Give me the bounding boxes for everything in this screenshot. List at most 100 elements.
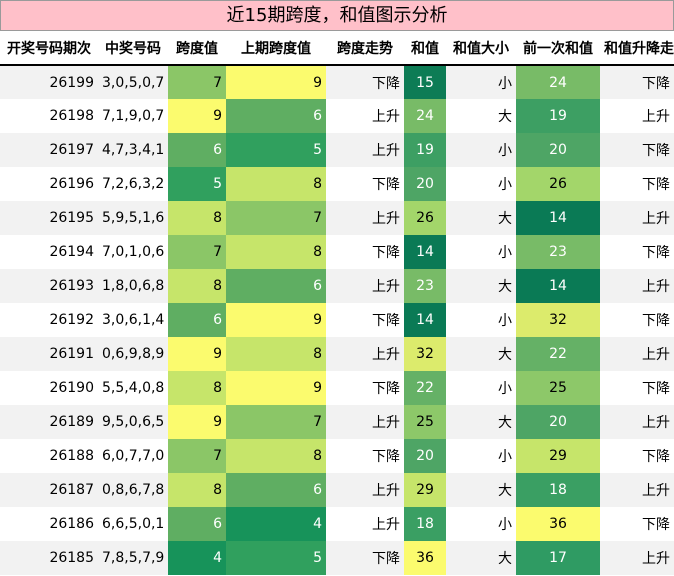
table-row: 26199 3,0,5,0,7 7 9 下降 15 小 24 下降	[0, 65, 674, 99]
cell-numbers: 4,7,3,4,1	[98, 133, 168, 167]
cell-prev-span: 8	[226, 337, 326, 371]
cell-numbers: 3,0,6,1,4	[98, 303, 168, 337]
cell-prev-span: 9	[226, 303, 326, 337]
cell-sum: 25	[404, 405, 446, 439]
cell-sum-size: 小	[446, 65, 516, 99]
cell-sum-size: 大	[446, 405, 516, 439]
cell-issue: 26198	[0, 99, 98, 133]
cell-sum-trend: 下降	[600, 439, 674, 473]
cell-sum: 18	[404, 507, 446, 541]
cell-prev-sum: 14	[516, 269, 600, 303]
cell-span: 6	[168, 303, 226, 337]
cell-numbers: 1,8,0,6,8	[98, 269, 168, 303]
table-row: 26190 5,5,4,0,8 8 9 下降 22 小 25 下降	[0, 371, 674, 405]
cell-prev-span: 6	[226, 269, 326, 303]
cell-sum: 26	[404, 201, 446, 235]
cell-sum-trend: 上升	[600, 405, 674, 439]
cell-span-trend: 上升	[326, 269, 404, 303]
cell-span-trend: 下降	[326, 303, 404, 337]
cell-span-trend: 上升	[326, 337, 404, 371]
cell-span: 7	[168, 235, 226, 269]
cell-span-trend: 下降	[326, 65, 404, 99]
cell-numbers: 0,8,6,7,8	[98, 473, 168, 507]
cell-span: 4	[168, 541, 226, 575]
cell-issue: 26195	[0, 201, 98, 235]
header-span: 跨度值	[168, 31, 226, 66]
cell-prev-sum: 25	[516, 371, 600, 405]
cell-sum: 19	[404, 133, 446, 167]
header-sum-trend: 和值升降走势	[600, 31, 674, 66]
cell-span: 8	[168, 473, 226, 507]
cell-span: 7	[168, 65, 226, 99]
cell-sum-trend: 上升	[600, 201, 674, 235]
cell-issue: 26186	[0, 507, 98, 541]
cell-prev-sum: 17	[516, 541, 600, 575]
header-row: 开奖号码期次 中奖号码 跨度值 上期跨度值 跨度走势 和值 和值大小 前一次和值…	[0, 31, 674, 66]
table-row: 26188 6,0,7,7,0 7 8 下降 20 小 29 下降	[0, 439, 674, 473]
cell-issue: 26190	[0, 371, 98, 405]
table-row: 26195 5,9,5,1,6 8 7 上升 26 大 14 上升	[0, 201, 674, 235]
cell-sum-trend: 上升	[600, 99, 674, 133]
cell-sum-size: 大	[446, 473, 516, 507]
cell-issue: 26199	[0, 65, 98, 99]
cell-numbers: 7,1,9,0,7	[98, 99, 168, 133]
cell-prev-span: 7	[226, 405, 326, 439]
cell-prev-span: 8	[226, 167, 326, 201]
cell-span-trend: 上升	[326, 133, 404, 167]
cell-sum-size: 小	[446, 371, 516, 405]
cell-sum-size: 大	[446, 99, 516, 133]
cell-sum-size: 小	[446, 507, 516, 541]
cell-sum-size: 大	[446, 269, 516, 303]
cell-prev-span: 8	[226, 235, 326, 269]
cell-numbers: 7,2,6,3,2	[98, 167, 168, 201]
cell-sum: 20	[404, 439, 446, 473]
cell-prev-sum: 24	[516, 65, 600, 99]
cell-sum-size: 大	[446, 337, 516, 371]
cell-prev-span: 6	[226, 473, 326, 507]
table-row: 26187 0,8,6,7,8 8 6 上升 29 大 18 上升	[0, 473, 674, 507]
cell-numbers: 5,9,5,1,6	[98, 201, 168, 235]
cell-span-trend: 上升	[326, 405, 404, 439]
table-row: 26192 3,0,6,1,4 6 9 下降 14 小 32 下降	[0, 303, 674, 337]
table-row: 26196 7,2,6,3,2 5 8 下降 20 小 26 下降	[0, 167, 674, 201]
cell-prev-span: 5	[226, 133, 326, 167]
cell-numbers: 0,6,9,8,9	[98, 337, 168, 371]
cell-issue: 26196	[0, 167, 98, 201]
table-row: 26198 7,1,9,0,7 9 6 上升 24 大 19 上升	[0, 99, 674, 133]
header-sum: 和值	[404, 31, 446, 66]
cell-sum: 15	[404, 65, 446, 99]
cell-sum: 32	[404, 337, 446, 371]
header-span-trend: 跨度走势	[326, 31, 404, 66]
cell-prev-sum: 18	[516, 473, 600, 507]
table-row: 26189 9,5,0,6,5 9 7 上升 25 大 20 上升	[0, 405, 674, 439]
cell-sum-size: 小	[446, 439, 516, 473]
cell-issue: 26187	[0, 473, 98, 507]
cell-issue: 26192	[0, 303, 98, 337]
cell-sum: 24	[404, 99, 446, 133]
cell-sum-size: 大	[446, 541, 516, 575]
cell-prev-sum: 36	[516, 507, 600, 541]
analysis-table: 开奖号码期次 中奖号码 跨度值 上期跨度值 跨度走势 和值 和值大小 前一次和值…	[0, 31, 674, 575]
cell-span-trend: 下降	[326, 235, 404, 269]
cell-sum-trend: 下降	[600, 133, 674, 167]
cell-issue: 26193	[0, 269, 98, 303]
table-row: 26193 1,8,0,6,8 8 6 上升 23 大 14 上升	[0, 269, 674, 303]
cell-issue: 26189	[0, 405, 98, 439]
cell-prev-sum: 20	[516, 133, 600, 167]
cell-prev-span: 8	[226, 439, 326, 473]
cell-sum: 23	[404, 269, 446, 303]
header-prev-span: 上期跨度值	[226, 31, 326, 66]
cell-prev-span: 9	[226, 371, 326, 405]
header-sum-size: 和值大小	[446, 31, 516, 66]
cell-prev-sum: 19	[516, 99, 600, 133]
header-numbers: 中奖号码	[98, 31, 168, 66]
cell-sum-size: 小	[446, 303, 516, 337]
cell-prev-sum: 23	[516, 235, 600, 269]
cell-sum: 14	[404, 235, 446, 269]
cell-numbers: 5,5,4,0,8	[98, 371, 168, 405]
page-title: 近15期跨度，和值图示分析	[0, 0, 674, 31]
cell-span: 8	[168, 201, 226, 235]
cell-sum-size: 小	[446, 235, 516, 269]
cell-span-trend: 下降	[326, 371, 404, 405]
header-issue: 开奖号码期次	[0, 31, 98, 66]
